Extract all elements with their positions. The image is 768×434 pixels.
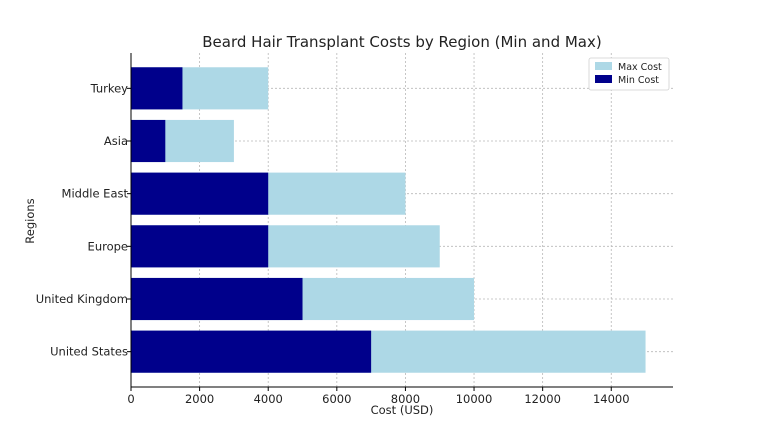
x-tick-label: 6000: [322, 392, 351, 406]
min-cost-bar: [131, 67, 183, 110]
x-tick-label: 2000: [185, 392, 214, 406]
y-tick-label: Europe: [88, 239, 128, 253]
min-cost-bar: [131, 225, 269, 268]
x-tick-label: 0: [127, 392, 134, 406]
chart-title: Beard Hair Transplant Costs by Region (M…: [202, 33, 601, 51]
legend: Max Cost Min Cost: [588, 57, 670, 91]
x-axis-label: Cost (USD): [371, 403, 434, 417]
bars-layer: [131, 67, 646, 373]
y-tick-label: Middle East: [62, 187, 129, 201]
min-cost-bar: [131, 119, 166, 163]
axes-layer: 0 2000 4000 6000 8000 10000 12000 14000 United S…: [36, 53, 673, 406]
min-cost-bar: [131, 277, 303, 321]
y-tick-label: Asia: [104, 134, 128, 148]
y-tick-label: United Kingdom: [36, 292, 128, 306]
x-tick-label: 4000: [254, 392, 283, 406]
min-cost-bar: [131, 172, 269, 215]
x-tick-label: 10000: [456, 392, 493, 406]
y-tick-label: United States: [50, 345, 128, 359]
min-cost-legend-label: Min Cost: [618, 75, 659, 86]
min-cost-bar: [131, 330, 372, 373]
x-tick-label: 14000: [593, 392, 630, 406]
y-axis-label: Regions: [23, 198, 37, 243]
y-tick-label: Turkey: [90, 81, 129, 95]
x-tick-label: 8000: [391, 392, 420, 406]
max-cost-legend-swatch: [595, 62, 612, 70]
min-cost-legend-swatch: [595, 75, 612, 83]
max-cost-legend-label: Max Cost: [618, 62, 662, 73]
x-tick-label: 12000: [524, 392, 561, 406]
